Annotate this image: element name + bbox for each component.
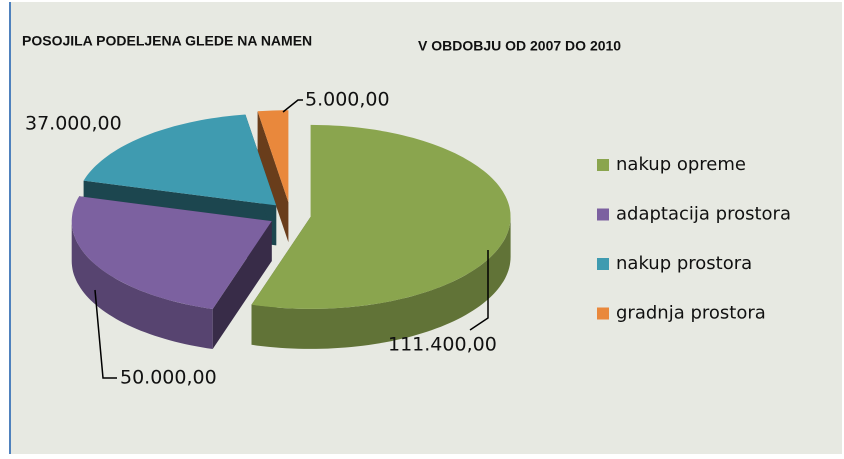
- legend-label: nakup prostora: [616, 253, 752, 274]
- slice: [251, 124, 511, 349]
- legend-swatch: [597, 258, 609, 270]
- value-label: 50.000,00: [120, 367, 217, 389]
- leader-line: [94, 289, 117, 379]
- chart-subtitle: V OBDOBJU OD 2007 DO 2010: [418, 38, 621, 54]
- chart-title: POSOJILA PODELJENA GLEDE NA NAMEN: [22, 33, 312, 49]
- legend-label: adaptacija prostora: [616, 204, 791, 225]
- slice-side: [257, 111, 289, 243]
- slice: [83, 114, 277, 206]
- slice: [71, 196, 272, 349]
- slice: [71, 196, 272, 309]
- slice: [257, 110, 289, 243]
- value-label: 37.000,00: [25, 113, 122, 135]
- value-label: 111.400,00: [388, 334, 497, 356]
- value-label: 5.000,00: [305, 89, 390, 111]
- slice-side: [251, 216, 511, 349]
- legend-swatch: [597, 307, 609, 320]
- leader-line: [469, 250, 489, 331]
- legend-swatch: [597, 159, 609, 171]
- leader-line: [282, 99, 303, 113]
- legend-swatch: [597, 208, 609, 221]
- legend-label: nakup opreme: [616, 154, 746, 175]
- slice: [251, 124, 511, 309]
- slice: [257, 110, 289, 203]
- legend-label: gradnja prostora: [616, 303, 766, 324]
- slice-side: [71, 221, 213, 349]
